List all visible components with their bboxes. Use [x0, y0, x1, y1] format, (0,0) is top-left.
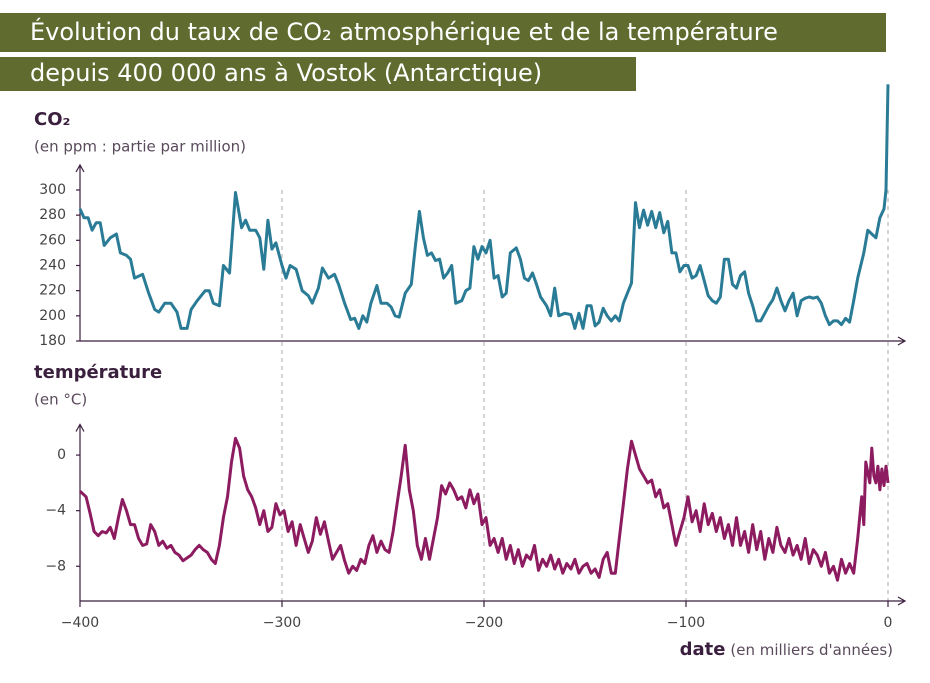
axis	[75, 163, 85, 341]
y-tick-label: 180	[39, 333, 66, 349]
line	[78, 436, 890, 582]
y-tick-label: 200	[39, 308, 66, 324]
x-tick-label: 0	[884, 615, 893, 631]
x-tick-label: −300	[263, 615, 301, 631]
chart-title: Évolution du taux de CO₂ atmosphérique e…	[30, 17, 778, 46]
x-tick-label: −100	[667, 615, 705, 631]
y-axis-label: CO₂	[34, 109, 70, 130]
x-tick-label: −200	[465, 615, 503, 631]
title-banner	[0, 13, 886, 52]
title-banner	[0, 57, 636, 91]
y-tick-label: 0	[57, 447, 66, 463]
y-tick-label: 220	[39, 283, 66, 299]
y-axis-note: (en ppm : partie par million)	[34, 138, 246, 156]
y-tick-label: −4	[45, 503, 66, 519]
x-axis-label: date	[680, 639, 726, 660]
y-axis-note: (en °C)	[34, 391, 87, 409]
x-tick-label: −400	[61, 615, 99, 631]
y-tick-label: 240	[39, 257, 66, 273]
y-axis-label: température	[34, 362, 162, 383]
y-tick-label: −8	[45, 558, 66, 574]
line	[78, 84, 890, 330]
x-axis-note: (en milliers d'années)	[730, 641, 893, 659]
chart-title: depuis 400 000 ans à Vostok (Antarctique…	[30, 59, 542, 87]
y-tick-label: 280	[39, 207, 66, 223]
x-axis-label: date (en milliers d'années)	[680, 639, 893, 660]
axis	[80, 336, 907, 346]
axis	[75, 423, 85, 601]
axis	[80, 596, 907, 606]
y-tick-label: 260	[39, 232, 66, 248]
y-tick-label: 300	[39, 182, 66, 198]
